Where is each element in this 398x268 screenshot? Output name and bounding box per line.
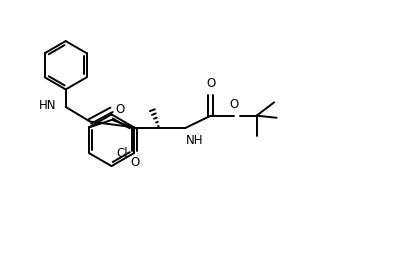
Text: O: O [116, 102, 125, 116]
Text: O: O [229, 98, 238, 111]
Text: NH: NH [185, 133, 203, 147]
Text: O: O [131, 156, 140, 169]
Text: O: O [206, 77, 215, 90]
Text: HN: HN [39, 99, 57, 112]
Text: Cl: Cl [117, 147, 128, 160]
